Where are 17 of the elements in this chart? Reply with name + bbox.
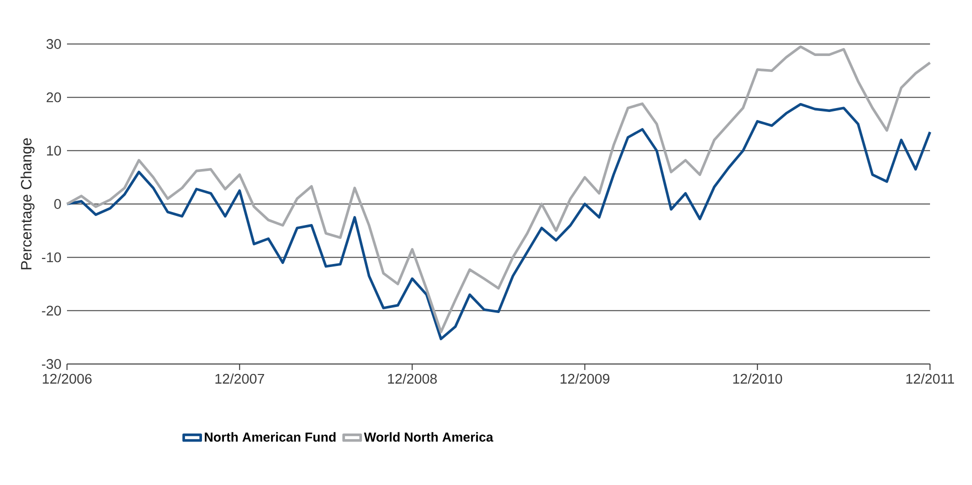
line-series — [66, 102, 932, 340]
legend-label: World North America — [364, 432, 494, 442]
x-tick-label: 12/2007 — [215, 373, 264, 384]
x-tick-label: 12/2008 — [388, 373, 437, 384]
x-tick-label: 12/2011 — [906, 373, 954, 384]
y-tick-label: 30 — [46, 39, 61, 49]
y-tick-label: -10 — [42, 252, 61, 262]
y-tick-label: 0 — [54, 199, 61, 209]
x-tick-label: 12/2010 — [733, 373, 782, 384]
x-tick-label: 12/2009 — [560, 373, 610, 384]
y-tick-label: -30 — [42, 359, 61, 369]
y-axis-title: Percentage Change — [20, 138, 34, 270]
legend-label: North American Fund — [204, 432, 336, 442]
y-tick-label: -20 — [42, 306, 61, 316]
x-tick-label: 12/2006 — [42, 373, 92, 384]
y-tick-label: 20 — [46, 92, 61, 102]
y-tick-label: 10 — [47, 146, 61, 156]
